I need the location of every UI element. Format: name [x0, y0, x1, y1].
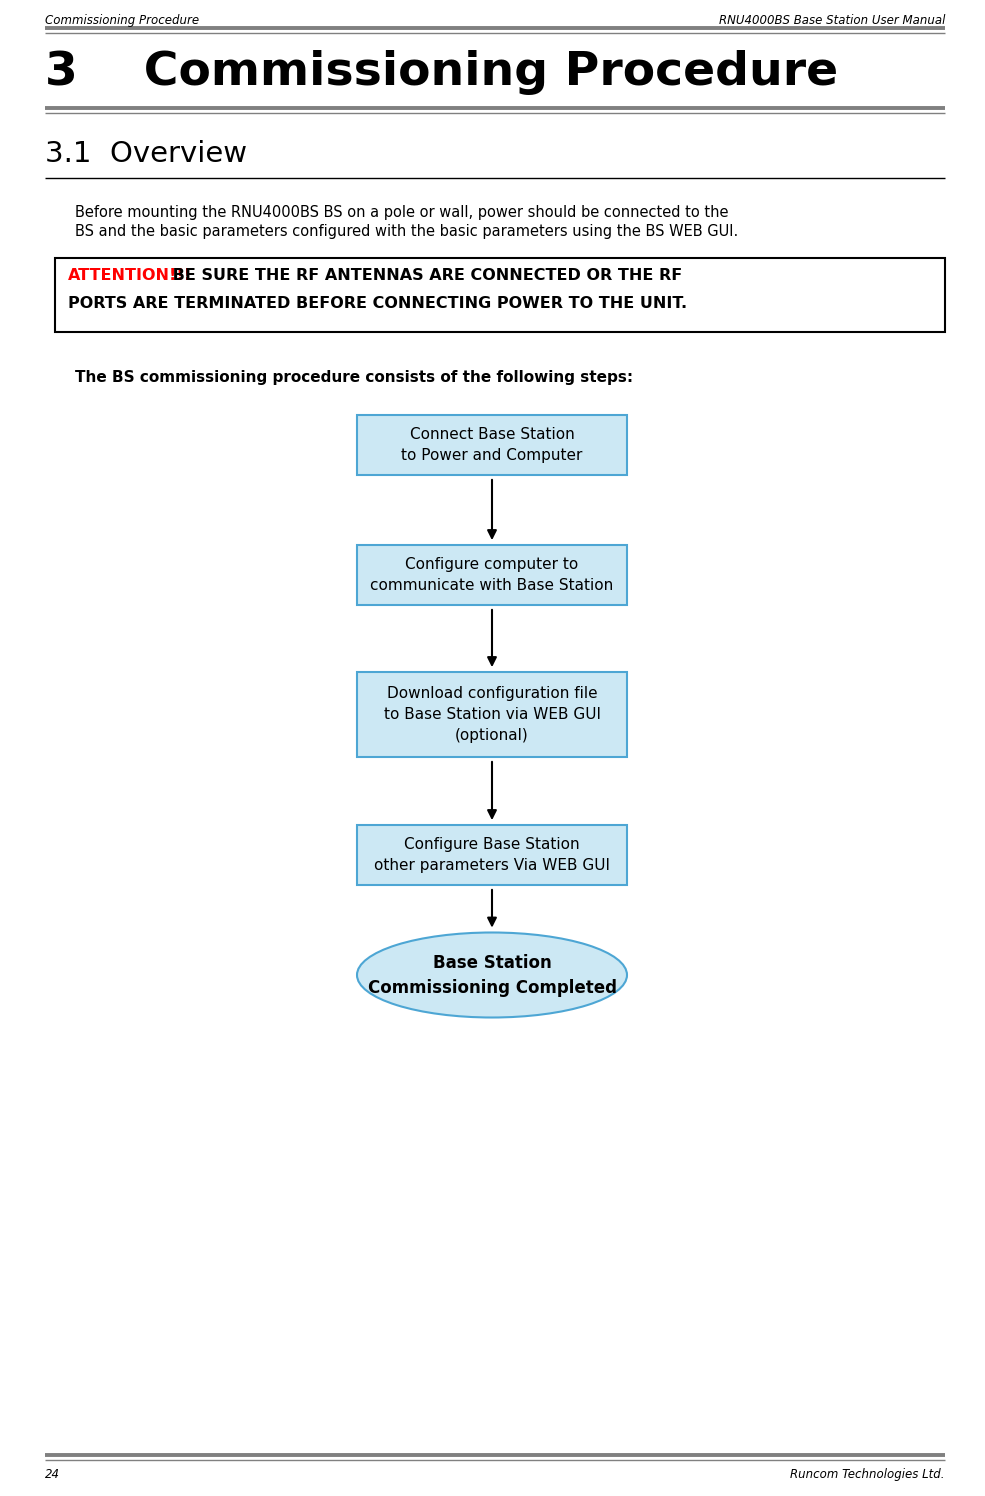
Ellipse shape — [357, 932, 627, 1017]
Text: PORTS ARE TERMINATED BEFORE CONNECTING POWER TO THE UNIT.: PORTS ARE TERMINATED BEFORE CONNECTING P… — [68, 296, 688, 311]
FancyBboxPatch shape — [357, 672, 627, 757]
Text: Download configuration file
to Base Station via WEB GUI
(optional): Download configuration file to Base Stat… — [383, 687, 601, 744]
FancyBboxPatch shape — [357, 414, 627, 476]
Text: Commissioning Procedure: Commissioning Procedure — [45, 13, 199, 27]
Text: Runcom Technologies Ltd.: Runcom Technologies Ltd. — [791, 1468, 945, 1481]
Text: Before mounting the RNU4000BS BS on a pole or wall, power should be connected to: Before mounting the RNU4000BS BS on a po… — [75, 205, 729, 220]
FancyBboxPatch shape — [357, 545, 627, 604]
Text: 24: 24 — [45, 1468, 60, 1481]
Text: Configure Base Station
other parameters Via WEB GUI: Configure Base Station other parameters … — [374, 836, 610, 874]
Text: Connect Base Station
to Power and Computer: Connect Base Station to Power and Comput… — [401, 426, 583, 462]
Text: BS and the basic parameters configured with the basic parameters using the BS WE: BS and the basic parameters configured w… — [75, 224, 738, 239]
Text: RNU4000BS Base Station User Manual: RNU4000BS Base Station User Manual — [719, 13, 945, 27]
Text: Base Station
Commissioning Completed: Base Station Commissioning Completed — [367, 953, 617, 996]
Text: ATTENTION!!!: ATTENTION!!! — [68, 268, 192, 283]
FancyBboxPatch shape — [55, 257, 945, 332]
FancyBboxPatch shape — [357, 824, 627, 886]
Text: 3    Commissioning Procedure: 3 Commissioning Procedure — [45, 49, 838, 96]
Text: The BS commissioning procedure consists of the following steps:: The BS commissioning procedure consists … — [75, 370, 633, 384]
Text: BE SURE THE RF ANTENNAS ARE CONNECTED OR THE RF: BE SURE THE RF ANTENNAS ARE CONNECTED OR… — [167, 268, 683, 283]
Text: 3.1  Overview: 3.1 Overview — [45, 141, 247, 168]
Text: Configure computer to
communicate with Base Station: Configure computer to communicate with B… — [370, 557, 614, 592]
